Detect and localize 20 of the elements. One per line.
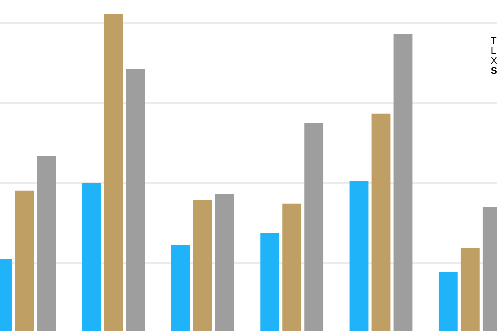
bar [282, 204, 302, 331]
bar [350, 181, 369, 331]
bar [193, 200, 212, 331]
bar [394, 34, 413, 331]
bar [37, 156, 56, 331]
bar [372, 114, 391, 331]
annotation: L [491, 46, 497, 57]
bar [126, 69, 146, 331]
bar [260, 233, 280, 331]
bar [104, 14, 124, 331]
bar [438, 272, 458, 331]
bar [82, 182, 102, 331]
bar [171, 245, 190, 331]
bar [460, 248, 480, 331]
annotation: T [491, 36, 497, 47]
annotation: S [491, 66, 497, 77]
bar [304, 123, 324, 331]
annotation: X [491, 56, 497, 67]
bar [215, 194, 234, 331]
bar [15, 190, 34, 331]
